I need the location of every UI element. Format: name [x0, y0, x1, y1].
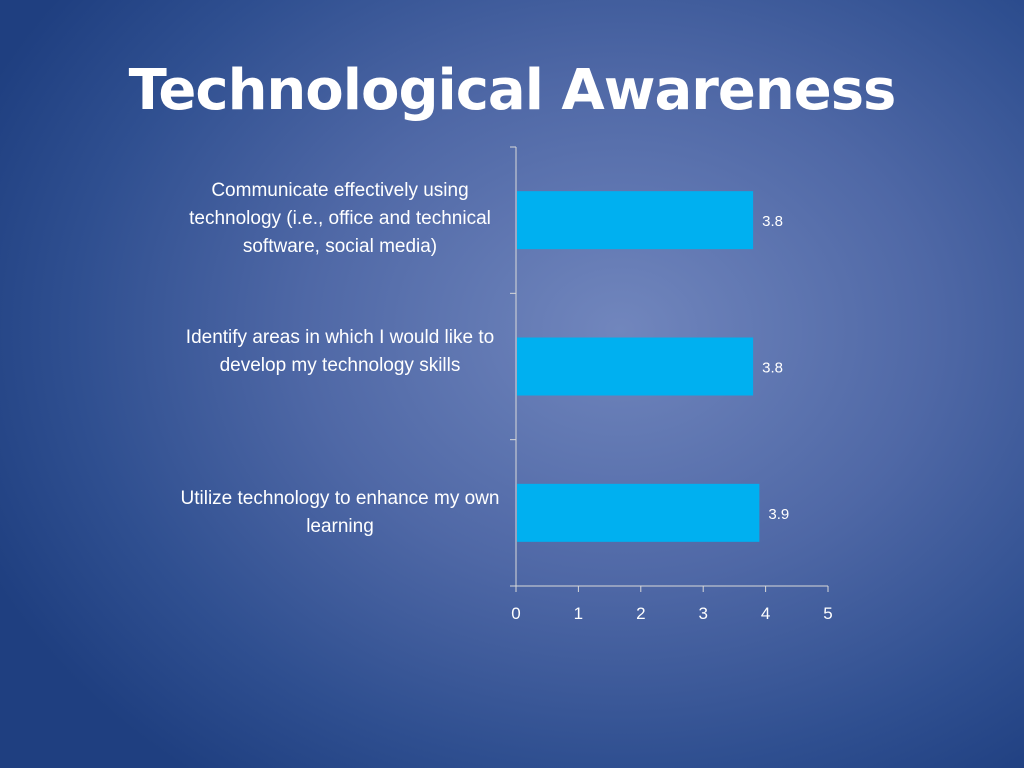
- tick-label: 2: [636, 604, 645, 623]
- tick-label: 5: [823, 604, 832, 623]
- tick-label: 0: [511, 604, 520, 623]
- tick-label: 4: [761, 604, 770, 623]
- bar: [517, 483, 760, 542]
- category-label: Utilize technology to enhance my own lea…: [180, 488, 500, 537]
- category-label: Communicate effectively using technology…: [189, 180, 491, 257]
- tick-label: 1: [574, 604, 583, 623]
- data-label: 3.8: [762, 213, 783, 230]
- tick-label: 3: [698, 604, 707, 623]
- bar: [517, 337, 754, 396]
- bar: [517, 191, 754, 250]
- category-label: Identify areas in which I would like to …: [185, 327, 495, 376]
- slide-title: Technological Awareness: [128, 58, 897, 123]
- data-label: 3.9: [768, 506, 789, 523]
- data-label: 3.8: [762, 360, 783, 377]
